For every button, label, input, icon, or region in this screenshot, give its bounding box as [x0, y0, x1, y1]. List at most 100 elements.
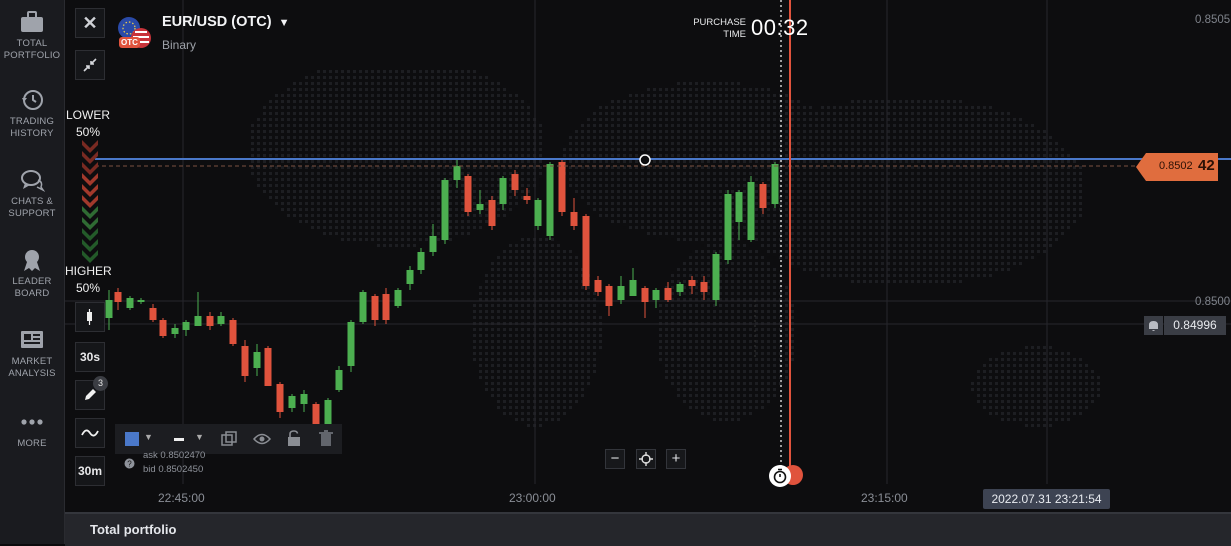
map-dot [911, 226, 914, 229]
map-dot [965, 256, 968, 259]
map-dot [755, 232, 758, 235]
map-dot [1031, 358, 1034, 361]
map-dot [305, 76, 308, 79]
map-dot [791, 202, 794, 205]
map-dot [683, 304, 686, 307]
map-dot [623, 154, 626, 157]
nav-more[interactable]: MORE [0, 410, 64, 450]
map-dot [1049, 142, 1052, 145]
candle-body [417, 252, 425, 270]
map-dot [425, 76, 428, 79]
map-dot [671, 100, 674, 103]
nav-total-portfolio[interactable]: TOTAL PORTFOLIO [0, 10, 64, 62]
map-dot [341, 136, 344, 139]
map-dot [413, 142, 416, 145]
map-dot [701, 316, 704, 319]
trash-icon[interactable] [319, 430, 333, 446]
map-dot [401, 124, 404, 127]
map-dot [563, 154, 566, 157]
bottom-portfolio-bar[interactable]: Total portfolio [65, 512, 1231, 546]
map-dot [755, 280, 758, 283]
map-dot [761, 352, 764, 355]
map-dot [977, 136, 980, 139]
map-dot [569, 304, 572, 307]
map-dot [1043, 190, 1046, 193]
close-button[interactable]: ✕ [75, 8, 105, 38]
map-dot [887, 190, 890, 193]
unlock-icon[interactable] [287, 430, 301, 446]
map-dot [887, 256, 890, 259]
map-dot [587, 346, 590, 349]
map-dot [515, 118, 518, 121]
map-dot [287, 178, 290, 181]
nav-leader-board[interactable]: LEADER BOARD [0, 248, 64, 300]
map-dot [869, 118, 872, 121]
map-dot [401, 214, 404, 217]
map-dot [629, 226, 632, 229]
copy-icon[interactable] [221, 431, 237, 447]
map-dot [539, 346, 542, 349]
map-dot [485, 274, 488, 277]
map-dot [731, 106, 734, 109]
bell-icon[interactable] [1144, 316, 1163, 335]
asset-selector[interactable]: EUR/USD (OTC) ▼ [162, 14, 289, 30]
map-dot [941, 238, 944, 241]
map-dot [1061, 166, 1064, 169]
period-button[interactable]: 30s [75, 342, 105, 372]
map-dot [293, 196, 296, 199]
map-dot [863, 214, 866, 217]
collapse-button[interactable] [75, 50, 105, 80]
indicators-button[interactable] [75, 418, 105, 448]
price-alert-tag[interactable]: 0.84996 [1144, 316, 1226, 335]
map-dot [569, 184, 572, 187]
map-dot [323, 160, 326, 163]
map-dot [593, 298, 596, 301]
map-dot [749, 364, 752, 367]
map-dot [263, 160, 266, 163]
map-dot [701, 232, 704, 235]
nav-trading-history[interactable]: TRADING HISTORY [0, 88, 64, 140]
caret-down-icon[interactable]: ▼ [144, 432, 153, 442]
map-dot [551, 328, 554, 331]
map-dot [755, 292, 758, 295]
map-dot [749, 334, 752, 337]
map-dot [641, 196, 644, 199]
map-dot [833, 184, 836, 187]
line-width-picker[interactable] [174, 438, 184, 441]
map-dot [743, 220, 746, 223]
caret-down-icon[interactable]: ▼ [195, 432, 204, 442]
map-dot [617, 136, 620, 139]
map-dot [1031, 382, 1034, 385]
map-dot [437, 124, 440, 127]
map-dot [737, 334, 740, 337]
nav-market-analysis[interactable]: MARKET ANALYSIS [0, 328, 64, 380]
price-chart[interactable] [65, 0, 1231, 512]
map-dot [947, 142, 950, 145]
map-dot [995, 130, 998, 133]
map-dot [989, 154, 992, 157]
map-dot [737, 100, 740, 103]
candle-body [676, 284, 684, 292]
map-dot [893, 256, 896, 259]
map-dot [743, 412, 746, 415]
map-dot [737, 298, 740, 301]
zoom-out-button[interactable]: − [605, 449, 625, 469]
map-dot [941, 256, 944, 259]
map-dot [995, 244, 998, 247]
nav-chats-support[interactable]: CHATS & SUPPORT [0, 168, 64, 220]
eye-icon[interactable] [253, 432, 271, 446]
color-picker[interactable] [125, 432, 139, 446]
map-dot [1049, 238, 1052, 241]
map-dot [791, 148, 794, 151]
map-dot [539, 136, 542, 139]
chart-area[interactable]: ✕ LOWER 50% HIGHER 50% 30s 3 30m OTC EUR… [65, 0, 1231, 512]
zoom-in-button[interactable]: + [666, 449, 686, 469]
timeframe-button[interactable]: 30m [75, 456, 105, 486]
candle-body [605, 286, 613, 306]
map-dot [911, 250, 914, 253]
map-dot [1019, 202, 1022, 205]
chart-type-button[interactable] [75, 302, 105, 332]
help-icon[interactable]: ? [124, 458, 135, 469]
map-dot [917, 196, 920, 199]
center-chart-button[interactable] [636, 449, 656, 469]
